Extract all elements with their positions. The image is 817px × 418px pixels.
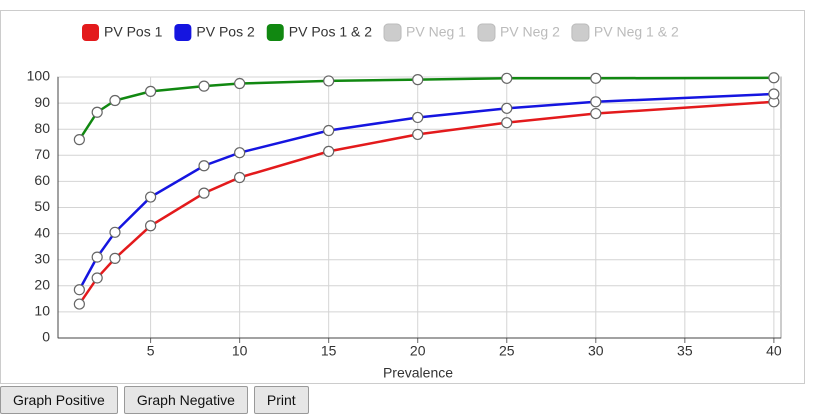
x-tick-label: 10 <box>232 343 248 359</box>
data-point <box>73 134 85 146</box>
data-point <box>323 145 335 157</box>
y-tick-label: 70 <box>34 146 50 162</box>
data-point <box>590 96 602 108</box>
x-tick-label: 35 <box>677 343 693 359</box>
data-point <box>145 220 157 232</box>
y-tick-label: 40 <box>34 224 50 240</box>
x-tick-label: 20 <box>410 343 426 359</box>
data-point <box>91 106 103 118</box>
x-tick-label: 40 <box>766 343 782 359</box>
button-bar: Graph Positive Graph Negative Print <box>0 386 309 414</box>
legend-label[interactable]: PV Pos 2 <box>196 24 255 40</box>
legend-swatch <box>174 24 192 41</box>
data-point <box>501 117 513 129</box>
data-point <box>590 72 602 84</box>
y-tick-label: 20 <box>34 277 50 293</box>
data-point <box>590 107 602 120</box>
y-tick-label: 100 <box>27 68 51 84</box>
y-tick-label: 90 <box>34 94 50 110</box>
data-point <box>234 147 246 159</box>
data-point <box>768 88 780 100</box>
legend-swatch <box>571 23 590 42</box>
x-tick-label: 30 <box>588 343 604 359</box>
legend-swatch <box>477 23 496 42</box>
data-point <box>198 160 210 172</box>
data-point <box>109 226 121 238</box>
legend-label[interactable]: PV Neg 2 <box>500 24 560 40</box>
chart: Prevalence 0 10 20 30 40 50 60 70 80 90 100 5 10 15 20… <box>0 10 805 384</box>
legend-label[interactable]: PV Neg 1 <box>406 24 466 40</box>
legend-swatch <box>82 24 99 41</box>
data-point <box>91 251 103 263</box>
y-tick-label: 50 <box>34 198 50 214</box>
data-point <box>91 272 103 284</box>
data-point <box>73 298 85 310</box>
legend-label[interactable]: PV Pos 1 & 2 <box>289 24 372 40</box>
x-tick-label: 25 <box>499 343 515 359</box>
graph-positive-button[interactable]: Graph Positive <box>0 386 118 414</box>
data-point <box>198 187 210 199</box>
y-tick-label: 60 <box>34 172 50 188</box>
x-tick-label: 15 <box>321 343 337 359</box>
y-tick-label: 10 <box>34 303 50 319</box>
data-point <box>234 171 246 184</box>
data-point <box>323 124 335 137</box>
data-point <box>145 191 157 203</box>
y-tick-label: 30 <box>34 250 50 266</box>
legend-label[interactable]: PV Neg 1 & 2 <box>594 24 679 40</box>
x-tick-label: 5 <box>147 343 155 359</box>
data-point <box>145 85 157 97</box>
data-point <box>412 111 424 124</box>
data-point <box>501 72 513 84</box>
x-axis-label: Prevalence <box>383 365 453 381</box>
data-point <box>412 128 424 141</box>
y-tick-label: 80 <box>34 120 50 136</box>
data-point <box>234 77 246 90</box>
legend-swatch <box>383 23 402 42</box>
data-point <box>412 74 424 86</box>
print-button[interactable]: Print <box>253 386 309 414</box>
data-point <box>109 94 121 107</box>
legend-label[interactable]: PV Pos 1 <box>104 24 163 40</box>
graph-negative-button[interactable]: Graph Negative <box>123 386 248 414</box>
data-point <box>323 75 335 87</box>
data-point <box>768 72 780 84</box>
data-point <box>109 252 121 264</box>
data-point <box>501 102 513 114</box>
data-point <box>73 284 85 296</box>
y-tick-label: 0 <box>42 329 50 345</box>
legend-swatch <box>266 24 284 41</box>
data-point <box>198 80 210 92</box>
